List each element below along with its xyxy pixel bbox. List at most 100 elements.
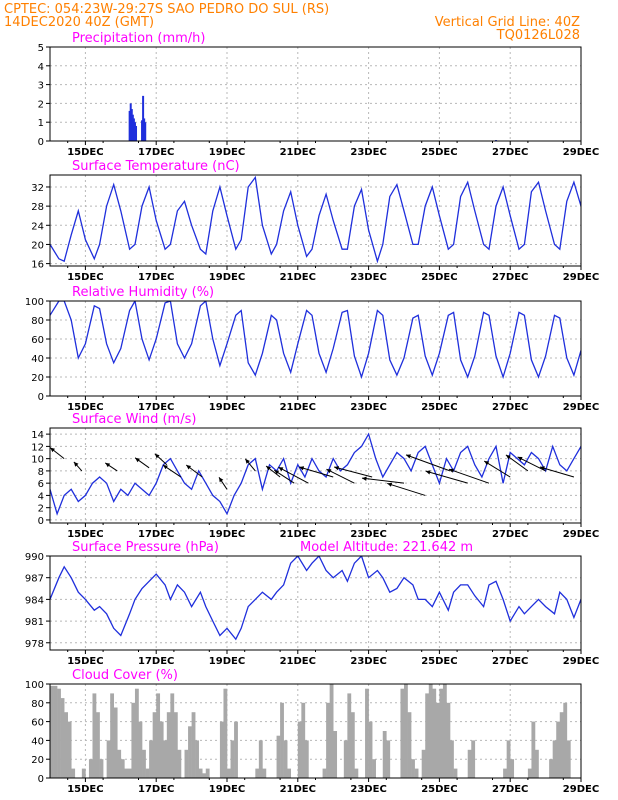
cloud-bar [563,702,568,778]
y-tick-label: 28 [31,202,44,213]
cloud-bar [280,702,284,778]
precipitation-data [128,95,498,141]
cloud-bar [113,707,118,778]
wind-arrowhead [539,466,545,471]
cloud-bar [81,768,86,778]
cloud-bar [106,740,111,778]
cloud-bar [117,749,122,778]
cloud-bar [432,688,437,778]
cloud-bar [283,740,288,778]
x-tick-label: 23DEC [350,529,386,540]
cloud-bar [428,684,433,778]
cloud-bar [223,688,228,778]
precip-bar [131,114,134,141]
cloud-bar [177,749,182,778]
x-tick-label: 29DEC [563,402,599,413]
y-tick-label: 10 [31,455,44,466]
cloud-bar [258,740,263,778]
surface-wind-frame [49,427,582,524]
precip-bar [129,103,132,141]
cloud-bar [184,749,189,778]
cloud-bar [170,693,175,778]
surface-temperature-data [50,175,581,264]
wind-arrowhead [425,470,431,475]
cloud-bar [92,693,97,778]
cloud-bar [347,693,352,778]
x-tick-label: 17DEC [138,402,174,413]
x-tick-label: 25DEC [421,147,457,158]
cloud-bar [138,721,143,778]
x-tick-label: 17DEC [138,147,174,158]
cloud-bar [566,740,571,778]
y-tick-label: 0 [38,774,44,785]
x-tick-label: 17DEC [138,656,174,667]
wind-arrowhead [484,461,490,466]
x-tick-label: 17DEC [138,529,174,540]
x-tick-label: 29DEC [563,147,599,158]
y-tick-label: 100 [25,680,44,691]
wind-arrow [425,470,468,484]
cloud-bar [350,712,355,778]
x-tick-label: 15DEC [67,529,103,540]
precip-bar [128,110,131,141]
cloud-bar [173,712,178,778]
x-tick-label: 29DEC [563,784,599,795]
cloud-bar [262,768,267,778]
wind-arrowhead [505,454,511,460]
x-tick-label: 23DEC [350,784,386,795]
relative-humidity-panel: 0 20 40 60 80 100 15DEC 17DEC 19DEC 21DEC 23DEC 25D… [25,285,599,413]
y-tick-label: 8 [38,467,44,478]
x-tick-label: 21DEC [280,656,316,667]
x-tick-label: 19DEC [209,656,245,667]
y-tick-label: 0 [38,392,44,403]
y-tick-label: 0 [38,516,44,527]
wind-arrowhead [362,476,367,481]
x-tick-label: 27DEC [492,402,528,413]
cloud-bar [503,768,507,778]
y-tick-label: 987 [25,574,44,585]
cloud-bar [159,721,164,778]
surface-temperature-title: Surface Temperature (nC) [72,159,240,174]
x-tick-label: 27DEC [492,784,528,795]
y-tick-label: 20 [31,240,44,251]
precip-bar [135,125,138,141]
wind-arrow [539,466,575,478]
cloud-cover-title: Cloud Cover (%) [72,668,178,683]
cloud-bar [467,749,472,778]
precip-bar [130,109,133,141]
wind-arrowhead [299,466,305,471]
cloud-bar [326,702,330,778]
x-tick-label: 17DEC [138,272,174,283]
y-tick-label: 0 [38,137,44,148]
wind-arrow [517,456,546,472]
cloud-bar [152,712,157,778]
cloud-bar [191,712,196,778]
surface-pressure-subtitle: Model Altitude: 221.642 m [300,540,473,555]
relative-humidity-line [50,301,581,380]
cloud-bar [195,740,199,778]
wind-arrow [387,482,426,496]
x-tick-label: 27DEC [492,272,528,283]
cloud-bar [50,685,54,778]
y-tick-label: 1 [38,118,44,129]
x-tick-label: 21DEC [280,272,316,283]
precip-bar [132,118,135,141]
cloud-bar [53,685,58,778]
wind-arrowhead [334,466,339,471]
y-tick-label: 978 [25,639,44,650]
cloud-bar [127,768,132,778]
cloud-bar [329,684,334,778]
cloud-bar [60,698,65,778]
cloud-bar [400,688,405,778]
relative-humidity-title: Relative Humidity (%) [72,285,214,300]
cloud-bar [382,731,387,778]
wind-arrowhead [406,454,411,459]
cloud-bar [287,768,292,778]
header-run-date: 14DEC2020 40Z (GMT) [4,15,154,30]
precip-bar [144,122,147,141]
cloud-bar [149,740,153,778]
x-tick-label: 25DEC [421,656,457,667]
y-tick-label: 16 [31,260,44,271]
cloud-bar [88,759,93,778]
